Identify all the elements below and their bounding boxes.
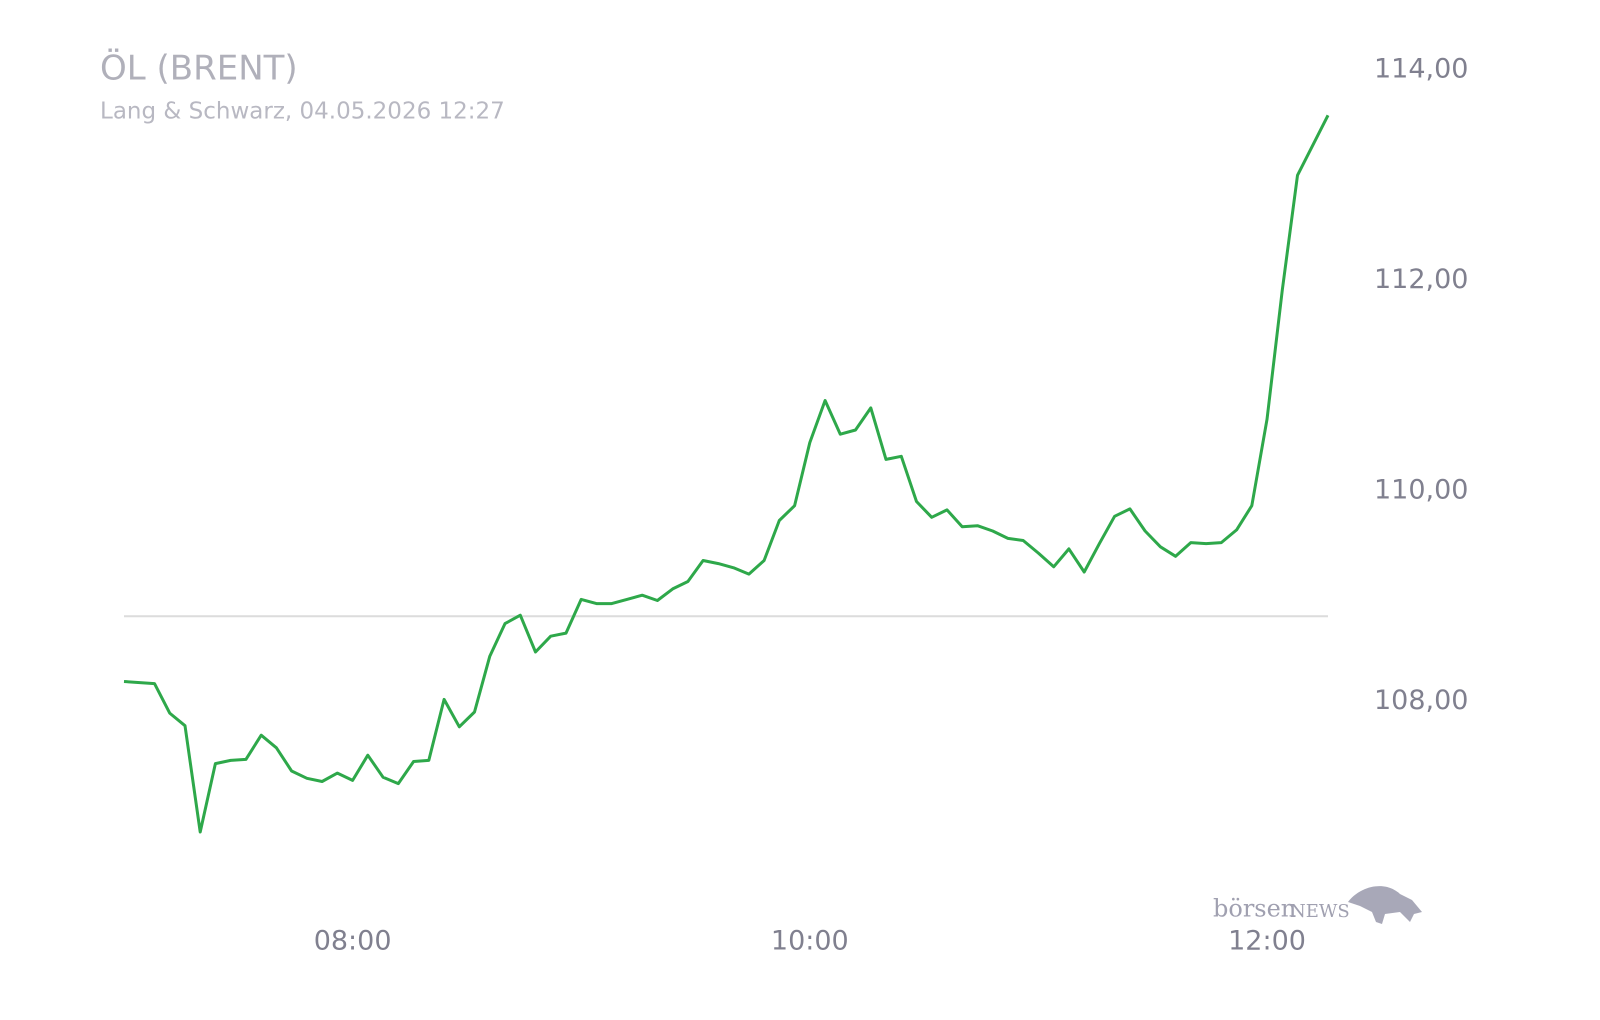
y-tick-label: 108,00 [1374, 685, 1468, 716]
chart-title: ÖL (BRENT) [100, 48, 298, 89]
x-tick-label: 10:00 [771, 926, 849, 957]
x-tick-label: 12:00 [1228, 926, 1306, 957]
x-tick-label: 08:00 [314, 926, 392, 957]
logo-brand: börsen [1213, 895, 1296, 923]
price-line [123, 114, 1330, 834]
logo: börsen NEWS [1213, 886, 1422, 924]
chart-subtitle: Lang & Schwarz, 04.05.2026 12:27 [100, 99, 505, 125]
y-tick-label: 110,00 [1374, 475, 1468, 506]
logo-suffix: NEWS [1290, 901, 1350, 922]
y-tick-label: 114,00 [1374, 54, 1468, 85]
logo-bull [1348, 886, 1422, 924]
y-tick-label: 112,00 [1374, 264, 1468, 295]
